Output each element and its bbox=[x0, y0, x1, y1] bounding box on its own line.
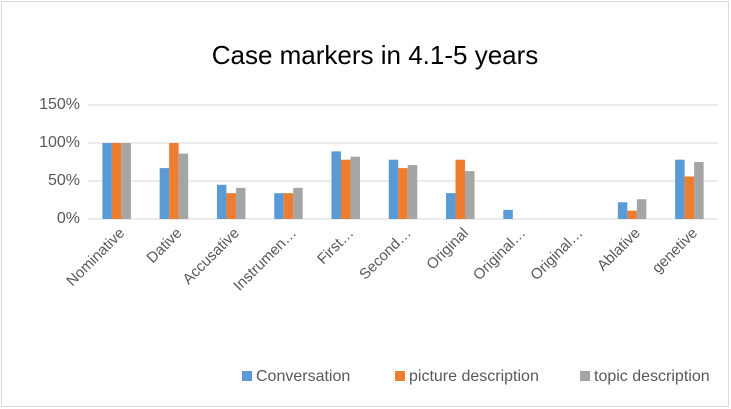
bar bbox=[111, 143, 122, 219]
bar bbox=[159, 168, 170, 219]
bar bbox=[388, 159, 399, 219]
legend-label: Conversation bbox=[256, 368, 350, 385]
legend-label: topic description bbox=[594, 368, 710, 385]
bar bbox=[675, 159, 685, 219]
y-tick-label: 150% bbox=[39, 96, 80, 113]
chart-title: Case markers in 4.1-5 years bbox=[212, 40, 539, 70]
bar bbox=[398, 168, 408, 219]
legend-label: picture description bbox=[409, 368, 539, 385]
y-tick-label: 50% bbox=[48, 172, 80, 189]
bar bbox=[121, 143, 131, 219]
bar bbox=[178, 153, 189, 219]
bar bbox=[283, 193, 294, 219]
bar bbox=[350, 156, 360, 219]
bar bbox=[226, 193, 236, 219]
bar bbox=[331, 151, 341, 219]
bar bbox=[407, 165, 418, 219]
legend-swatch bbox=[242, 371, 252, 381]
bar bbox=[235, 187, 246, 219]
bar bbox=[169, 143, 179, 219]
bar bbox=[503, 209, 513, 219]
bar bbox=[465, 171, 475, 219]
bar bbox=[617, 202, 628, 219]
y-tick-label: 100% bbox=[39, 134, 80, 151]
bar bbox=[274, 193, 284, 219]
bar bbox=[694, 162, 704, 219]
legend-swatch bbox=[580, 371, 590, 381]
bar bbox=[102, 143, 112, 219]
bar bbox=[636, 199, 647, 219]
bar bbox=[446, 193, 456, 219]
legend-swatch bbox=[395, 371, 405, 381]
y-tick-label: 0% bbox=[57, 210, 80, 227]
bar bbox=[627, 210, 637, 219]
bar bbox=[340, 159, 351, 219]
bar bbox=[293, 187, 303, 219]
bar bbox=[455, 159, 466, 219]
bar bbox=[684, 176, 695, 219]
bar bbox=[216, 184, 227, 219]
